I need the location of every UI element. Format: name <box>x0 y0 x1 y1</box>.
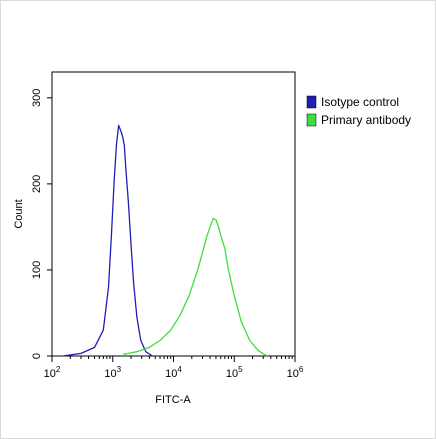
plot-area-frame <box>51 71 296 357</box>
series-line-2 <box>123 217 268 357</box>
series-layer <box>62 124 268 357</box>
legend-swatch-2 <box>306 113 317 127</box>
x-axis-ticks: 102 103 104 105 106 <box>44 356 304 380</box>
y-tick-label: 0 <box>31 353 43 359</box>
x-tick-label: 104 <box>165 365 182 380</box>
y-axis-label: Count <box>13 199 25 228</box>
series-line-1 <box>62 124 153 357</box>
legend: Isotype control Primary antibody <box>306 95 411 127</box>
x-tick-label: 103 <box>104 365 121 380</box>
legend-label-2: Primary antibody <box>321 113 411 127</box>
x-tick-label: 106 <box>287 365 304 380</box>
x-tick-label: 102 <box>44 365 61 380</box>
y-tick-label: 100 <box>31 261 43 279</box>
y-tick-label: 200 <box>31 175 43 193</box>
x-axis-label: FITC-A <box>155 394 191 406</box>
x-tick-label: 105 <box>226 365 243 380</box>
y-axis-ticks: 0 100 200 300 <box>31 89 52 359</box>
y-tick-label: 300 <box>31 89 43 107</box>
legend-label-1: Isotype control <box>321 95 399 109</box>
legend-swatch-1 <box>306 95 317 109</box>
